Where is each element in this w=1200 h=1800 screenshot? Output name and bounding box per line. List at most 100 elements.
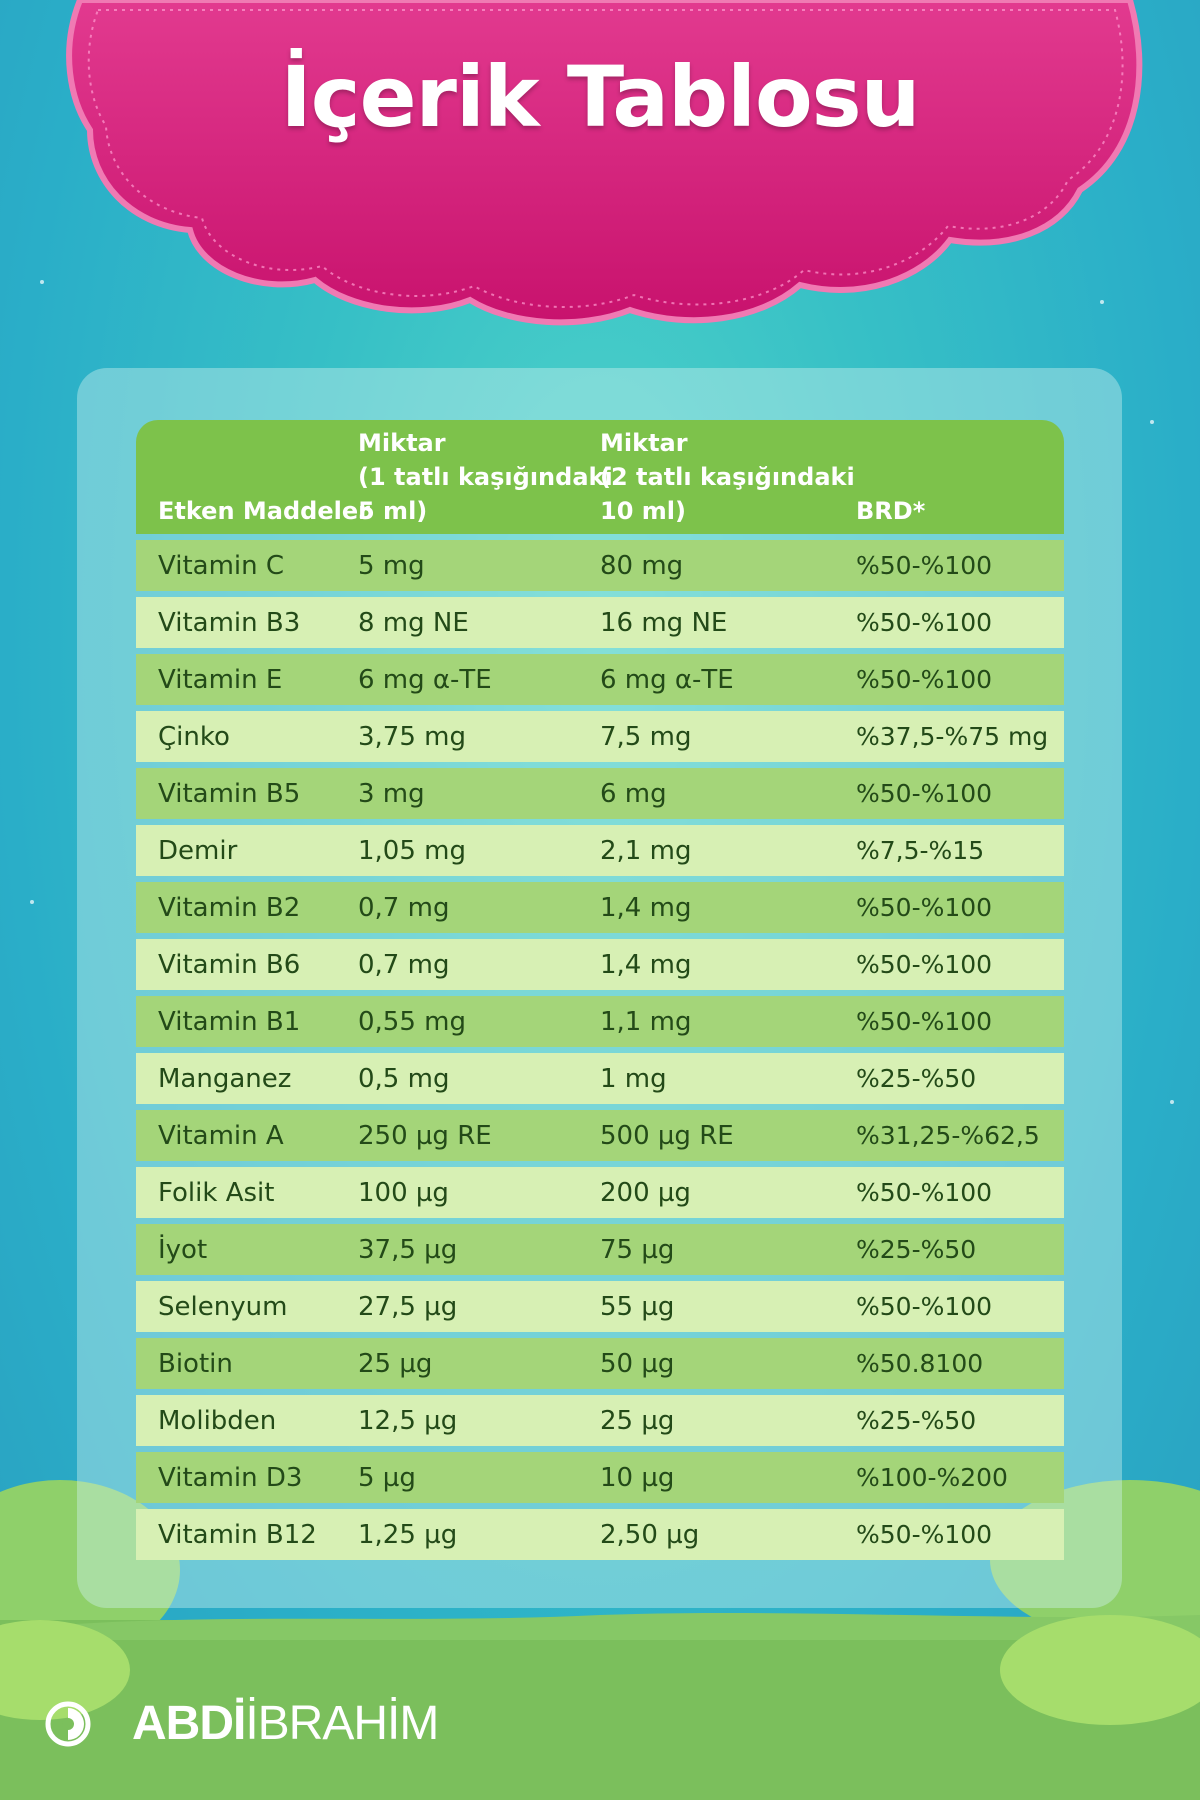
amount-5ml-cell: 8 mg NE xyxy=(358,607,469,638)
table-row: Biotin 25 µg 50 µg %50.8100 xyxy=(136,1338,1064,1389)
amount-10ml-cell: 1 mg xyxy=(600,1063,667,1094)
brd-value-cell: %50-%100 xyxy=(856,665,993,694)
amount-10ml-cell: 16 mg NE xyxy=(600,607,728,638)
amount-5ml-cell: 5 mg xyxy=(358,550,425,581)
amount-10ml-cell: 55 µg xyxy=(600,1291,675,1322)
ingredient-name-cell: Folik Asit xyxy=(158,1177,275,1208)
ingredient-name-cell: Vitamin C xyxy=(158,550,285,581)
amount-5ml-cell: 5 µg xyxy=(358,1462,416,1493)
brd-value-cell: %25-%50 xyxy=(856,1235,977,1264)
brd-value-cell: %31,25-%62,5 xyxy=(856,1121,1040,1150)
sparkle xyxy=(30,900,34,904)
amount-10ml-cell: 200 µg xyxy=(600,1177,691,1208)
ingredient-name-cell: Vitamin B1 xyxy=(158,1006,301,1037)
title-cloud xyxy=(66,0,1143,326)
amount-10ml-cell: 1,1 mg xyxy=(600,1006,692,1037)
brd-value-cell: %50-%100 xyxy=(856,608,993,637)
brd-value-cell: %50-%100 xyxy=(856,1292,993,1321)
table-row: Demir 1,05 mg 2,1 mg %7,5-%15 xyxy=(136,825,1064,876)
table-row: Vitamin C 5 mg 80 mg %50-%100 xyxy=(136,540,1064,591)
ingredient-name-cell: Vitamin B5 xyxy=(158,778,301,809)
sparkle xyxy=(40,280,44,284)
table-body: Vitamin C 5 mg 80 mg %50-%100 Vitamin B3 8 mg… xyxy=(136,540,1064,1560)
ingredient-name-cell: Vitamin B3 xyxy=(158,607,301,638)
header-cell-brd: BRD* xyxy=(856,497,926,525)
amount-10ml-cell: 25 µg xyxy=(600,1405,675,1436)
sparkle xyxy=(1150,420,1154,424)
amount-5ml-cell: 1,25 µg xyxy=(358,1519,458,1550)
table-row: Vitamin D3 5 µg 10 µg %100-%200 xyxy=(136,1452,1064,1503)
ingredient-name-cell: Manganez xyxy=(158,1063,292,1094)
page-title: İçerik Tablosu xyxy=(280,48,921,146)
table-row: Vitamin A 250 µg RE 500 µg RE %31,25-%62,5 xyxy=(136,1110,1064,1161)
amount-10ml-cell: 50 µg xyxy=(600,1348,675,1379)
amount-5ml-cell: 100 µg xyxy=(358,1177,449,1208)
table-row: İyot 37,5 µg 75 µg %25-%50 xyxy=(136,1224,1064,1275)
ingredient-name-cell: Vitamin B6 xyxy=(158,949,301,980)
logo-mark-icon xyxy=(45,1701,91,1747)
table-row: Manganez 0,5 mg 1 mg %25-%50 xyxy=(136,1053,1064,1104)
table-header: Etken Maddeler Miktar (1 tatlı kaşığında… xyxy=(136,420,1064,534)
header-cell-active-ingredients: Etken Maddeler xyxy=(158,497,370,525)
amount-10ml-cell: 75 µg xyxy=(600,1234,675,1265)
amount-10ml-cell: 500 µg RE xyxy=(600,1120,734,1151)
amount-5ml-cell: 0,7 mg xyxy=(358,949,450,980)
amount-10ml-cell: 6 mg xyxy=(600,778,667,809)
amount-5ml-cell: 6 mg α-TE xyxy=(358,664,492,695)
ingredient-name-cell: Selenyum xyxy=(158,1291,288,1322)
brd-value-cell: %50-%100 xyxy=(856,893,993,922)
brd-value-cell: %50-%100 xyxy=(856,779,993,808)
amount-5ml-cell: 25 µg xyxy=(358,1348,433,1379)
amount-10ml-cell: 1,4 mg xyxy=(600,949,692,980)
brand-logo: ABDİİBRAHİM xyxy=(44,1697,439,1750)
ingredient-name-cell: Biotin xyxy=(158,1348,233,1379)
amount-10ml-cell: 10 µg xyxy=(600,1462,675,1493)
amount-5ml-cell: 0,55 mg xyxy=(358,1006,466,1037)
header-cell-amount-10ml: Miktar (2 tatlı kaşığındaki 10 ml) xyxy=(600,429,855,525)
table-row: Vitamin B2 0,7 mg 1,4 mg %50-%100 xyxy=(136,882,1064,933)
ingredient-name-cell: Molibden xyxy=(158,1405,277,1436)
table-row: Vitamin B1 0,55 mg 1,1 mg %50-%100 xyxy=(136,996,1064,1047)
brd-value-cell: %50.8100 xyxy=(856,1349,984,1378)
table-row: Folik Asit 100 µg 200 µg %50-%100 xyxy=(136,1167,1064,1218)
amount-5ml-cell: 250 µg RE xyxy=(358,1120,492,1151)
amount-5ml-cell: 27,5 µg xyxy=(358,1291,458,1322)
amount-10ml-cell: 1,4 mg xyxy=(600,892,692,923)
table-row: Vitamin B5 3 mg 6 mg %50-%100 xyxy=(136,768,1064,819)
sparkle xyxy=(1170,1100,1174,1104)
amount-5ml-cell: 3 mg xyxy=(358,778,425,809)
ingredient-name-cell: Vitamin D3 xyxy=(158,1462,303,1493)
brd-value-cell: %100-%200 xyxy=(856,1463,1008,1492)
amount-10ml-cell: 7,5 mg xyxy=(600,721,692,752)
amount-5ml-cell: 0,7 mg xyxy=(358,892,450,923)
brd-value-cell: %50-%100 xyxy=(856,1007,993,1036)
ingredients-table: Etken Maddeler Miktar (1 tatlı kaşığında… xyxy=(136,420,1064,1560)
brd-value-cell: %50-%100 xyxy=(856,1178,993,1207)
brd-value-cell: %50-%100 xyxy=(856,1520,993,1549)
amount-10ml-cell: 6 mg α-TE xyxy=(600,664,734,695)
table-row: Vitamin B3 8 mg NE 16 mg NE %50-%100 xyxy=(136,597,1064,648)
ingredient-name-cell: Demir xyxy=(158,835,238,866)
ingredient-name-cell: Vitamin B12 xyxy=(158,1519,317,1550)
amount-10ml-cell: 80 mg xyxy=(600,550,684,581)
ingredient-name-cell: Vitamin A xyxy=(158,1120,284,1151)
header-cell-amount-5ml: Miktar (1 tatlı kaşığındaki 5 ml) xyxy=(358,429,613,525)
table-row: Vitamin B12 1,25 µg 2,50 µg %50-%100 xyxy=(136,1509,1064,1560)
brand-name: ABDİİBRAHİM xyxy=(132,1697,439,1750)
amount-10ml-cell: 2,50 µg xyxy=(600,1519,700,1550)
brd-value-cell: %25-%50 xyxy=(856,1064,977,1093)
amount-5ml-cell: 12,5 µg xyxy=(358,1405,458,1436)
amount-10ml-cell: 2,1 mg xyxy=(600,835,692,866)
brd-value-cell: %37,5-%75 mg xyxy=(856,722,1049,751)
table-row: Vitamin E 6 mg α-TE 6 mg α-TE %50-%100 xyxy=(136,654,1064,705)
brd-value-cell: %50-%100 xyxy=(856,551,993,580)
ingredient-name-cell: Vitamin B2 xyxy=(158,892,301,923)
brd-value-cell: %50-%100 xyxy=(856,950,993,979)
brd-value-cell: %25-%50 xyxy=(856,1406,977,1435)
sparkle xyxy=(1100,300,1104,304)
table-row: Molibden 12,5 µg 25 µg %25-%50 xyxy=(136,1395,1064,1446)
table-row: Vitamin B6 0,7 mg 1,4 mg %50-%100 xyxy=(136,939,1064,990)
amount-5ml-cell: 37,5 µg xyxy=(358,1234,458,1265)
ingredient-name-cell: Vitamin E xyxy=(158,664,283,695)
table-row: Selenyum 27,5 µg 55 µg %50-%100 xyxy=(136,1281,1064,1332)
